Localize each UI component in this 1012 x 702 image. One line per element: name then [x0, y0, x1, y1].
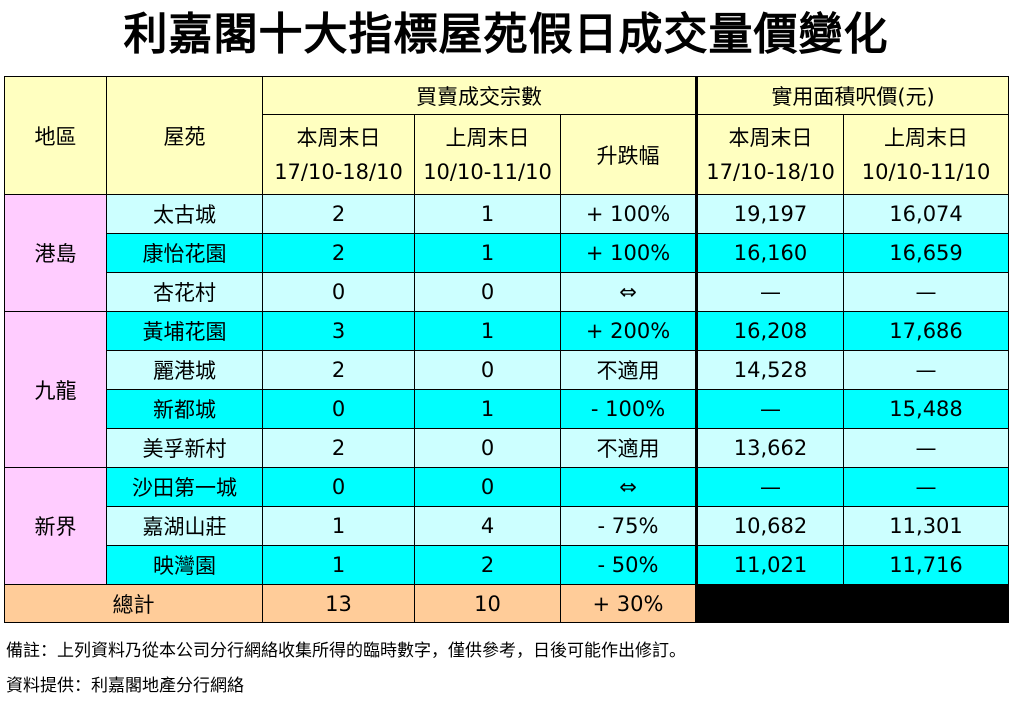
change-cell: ⇔ — [559, 467, 698, 507]
last-weekend-price-cell: 11,301 — [843, 506, 1010, 546]
this-weekend-price-cell: 11,021 — [695, 545, 845, 585]
total-this-weekend-txn: 13 — [262, 584, 415, 623]
this-weekend-txn-cell: 1 — [262, 545, 415, 585]
page-title: 利嘉閣十大指標屋苑假日成交量價變化 — [123, 9, 889, 60]
this-weekend-price-cell: — — [695, 467, 845, 507]
last-weekend-txn-cell: 1 — [414, 194, 561, 234]
this-weekend-txn-cell: 2 — [262, 428, 415, 468]
change-cell: - 50% — [559, 545, 698, 585]
this-weekend-price-cell: 19,197 — [695, 194, 845, 234]
change-cell: - 100% — [559, 389, 698, 429]
header-price: 實用面積呎價(元) — [695, 76, 1010, 115]
header-last-weekend-price: 上周末日 10/10-11/10 — [843, 114, 1010, 195]
last-weekend-txn-cell: 4 — [414, 506, 561, 546]
remark-note: 備註：上列資料乃從本公司分行網絡收集所得的臨時數字，僅供參考，日後可能作出修訂。 — [6, 641, 686, 661]
total-price-blank — [695, 584, 1010, 623]
estate-cell: 太古城 — [106, 194, 263, 234]
header-last-weekend-txn: 上周末日 10/10-11/10 — [414, 114, 561, 195]
table-row: 康怡花園 2 1 + 100% 16,160 16,659 — [5, 233, 1010, 273]
total-change: + 30% — [559, 584, 698, 623]
total-row: 總計 13 10 + 30% — [4, 584, 1010, 623]
table-row: 杏花村 0 0 ⇔ — — — [5, 272, 1010, 312]
last-weekend-txn-cell: 1 — [414, 389, 561, 429]
estate-cell: 康怡花園 — [106, 233, 263, 273]
last-weekend-price-cell: 11,716 — [843, 545, 1010, 585]
change-cell: ⇔ — [559, 272, 698, 312]
table-row: 美孚新村 2 0 不適用 13,662— — [5, 428, 1010, 468]
this-weekend-price-cell: — — [695, 272, 845, 312]
table-row: 九龍 黃埔花園 3 1 + 200% 16,208 17,686 — [4, 311, 1010, 468]
last-weekend-txn-cell: 1 — [414, 311, 561, 351]
this-weekend-txn-cell: 2 — [262, 233, 415, 273]
last-weekend-txn-cell: 1 — [414, 233, 561, 273]
region-cell: 港島 — [4, 194, 107, 312]
this-weekend-price-cell: 13,662 — [695, 428, 845, 468]
header-transactions: 買賣成交宗數 — [261, 76, 698, 115]
last-weekend-price-cell: — — [843, 428, 1010, 468]
region-cell: 九龍 — [4, 311, 107, 468]
table-row: 嘉湖山莊 1 4- 75% 10,682 11,301 — [5, 506, 1010, 546]
estate-cell: 映灣園 — [106, 545, 263, 585]
change-cell: + 200% — [559, 311, 698, 351]
this-weekend-price-cell: 16,160 — [695, 233, 845, 273]
header-change: 升跌幅 — [559, 114, 698, 195]
estate-cell: 美孚新村 — [106, 428, 263, 468]
last-weekend-price-cell: 16,074 — [843, 194, 1010, 234]
last-weekend-txn-cell: 0 — [414, 428, 561, 468]
estate-cell: 沙田第一城 — [106, 467, 263, 507]
last-weekend-txn-cell: 2 — [414, 545, 561, 585]
this-weekend-txn-cell: 0 — [262, 389, 415, 429]
this-weekend-price-cell: — — [695, 389, 845, 429]
source-note: 資料提供：利嘉閣地產分行網絡 — [6, 676, 244, 696]
total-last-weekend-txn: 10 — [414, 584, 561, 623]
this-weekend-txn-cell: 3 — [262, 311, 415, 351]
last-weekend-price-cell: — — [843, 272, 1010, 312]
change-cell: + 100% — [559, 194, 698, 234]
last-weekend-price-cell: 15,488 — [843, 389, 1010, 429]
this-weekend-price-cell: 10,682 — [695, 506, 845, 546]
this-weekend-txn-cell: 1 — [262, 506, 415, 546]
header-estate: 屋苑 — [106, 76, 263, 195]
estate-cell: 黃埔花園 — [106, 311, 263, 351]
table-row: 新界 沙田第一城 0 0 ⇔ — — — [4, 467, 1010, 585]
total-label: 總計 — [4, 584, 263, 623]
estate-cell: 麗港城 — [106, 350, 263, 390]
last-weekend-txn-cell: 0 — [414, 467, 561, 507]
last-weekend-price-cell: 17,686 — [843, 311, 1010, 351]
table-row: 新都城 0 1- 100% —15,488 — [5, 389, 1010, 429]
estate-cell: 杏花村 — [106, 272, 263, 312]
data-table: 地區 屋苑 買賣成交宗數 實用面積呎價(元) 本周末日 17/10-18/10 … — [4, 76, 1010, 623]
last-weekend-price-cell: 16,659 — [843, 233, 1010, 273]
table-row: 麗港城 2 0 不適用 14,528— — [5, 350, 1010, 390]
this-weekend-price-cell: 16,208 — [695, 311, 845, 351]
last-weekend-price-cell: — — [843, 467, 1010, 507]
table-row: 港島 太古城 2 1 + 100% 19,197 16,074 — [4, 194, 1010, 312]
this-weekend-txn-cell: 0 — [262, 272, 415, 312]
estate-cell: 新都城 — [106, 389, 263, 429]
change-cell: + 100% — [559, 233, 698, 273]
header-region: 地區 — [4, 76, 107, 195]
header-this-weekend-price: 本周末日 17/10-18/10 — [695, 114, 845, 195]
last-weekend-txn-cell: 0 — [414, 272, 561, 312]
this-weekend-txn-cell: 2 — [262, 350, 415, 390]
change-cell: 不適用 — [559, 350, 698, 390]
region-cell: 新界 — [4, 467, 107, 585]
last-weekend-txn-cell: 0 — [414, 350, 561, 390]
change-cell: - 75% — [559, 506, 698, 546]
this-weekend-price-cell: 14,528 — [695, 350, 845, 390]
this-weekend-txn-cell: 0 — [262, 467, 415, 507]
change-cell: 不適用 — [559, 428, 698, 468]
this-weekend-txn-cell: 2 — [262, 194, 415, 234]
table-row: 映灣園 1 2- 50% 11,021 11,716 — [5, 545, 1010, 585]
header-this-weekend-txn: 本周末日 17/10-18/10 — [262, 114, 415, 195]
estate-cell: 嘉湖山莊 — [106, 506, 263, 546]
last-weekend-price-cell: — — [843, 350, 1010, 390]
